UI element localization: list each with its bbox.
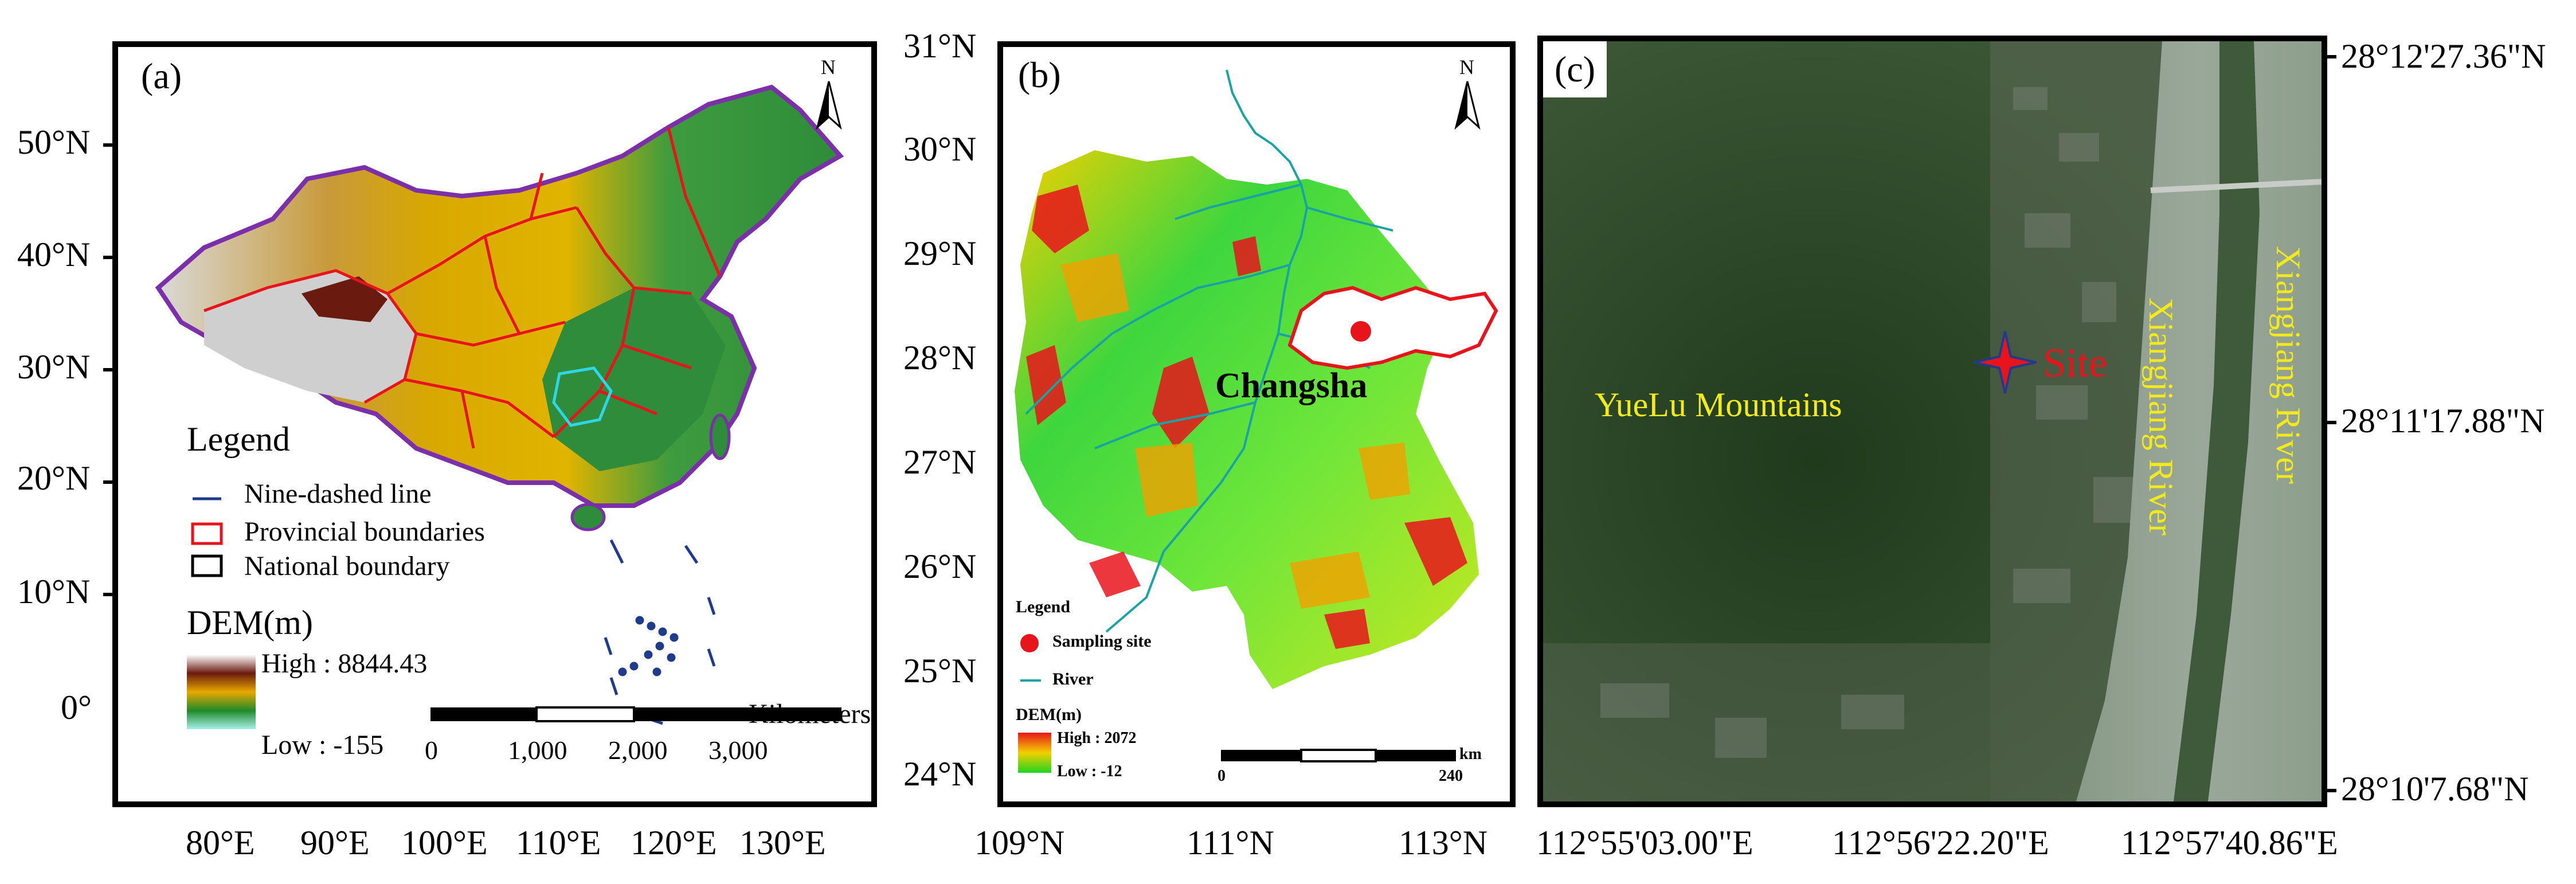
a-lon-100: 100°E — [401, 824, 488, 862]
north-label: N — [821, 56, 836, 79]
a-lon-120: 120°E — [631, 824, 717, 862]
scale-tick-0: 0 — [425, 736, 438, 765]
a-lat-40: 40°N — [17, 236, 91, 273]
legend-item-national: National boundary — [244, 551, 450, 581]
scale-unit: Kilometers — [749, 699, 871, 729]
b-lat-26: 26°N — [903, 547, 977, 585]
hunan-dem-map — [1015, 69, 1498, 773]
hunan-landmass — [1015, 150, 1479, 689]
b-lon-109: 109°N — [974, 824, 1065, 862]
a-lat-50: 50°N — [17, 123, 91, 161]
yuelu-mountains-label: YueLu Mountains — [1595, 386, 1842, 424]
scale-tick-2000: 2,000 — [608, 736, 668, 765]
scale-b-240: 240 — [1439, 767, 1463, 785]
b-lat-29: 29°N — [903, 234, 977, 272]
scale-b-0: 0 — [1217, 767, 1226, 785]
dem-title: DEM(m) — [187, 604, 313, 642]
sampling-site-marker — [1350, 321, 1371, 342]
china-dem-map — [155, 81, 844, 729]
a-lat-30: 30°N — [17, 348, 91, 386]
b-lon-111: 111°N — [1187, 824, 1274, 862]
changsha-boundary — [1287, 285, 1498, 370]
dem-color-ramp — [187, 655, 256, 729]
legend-item-nine-dashed: Nine-dashed line — [244, 479, 432, 509]
xiangjiang-river — [2076, 41, 2321, 801]
dem-color-ramp-b — [1018, 733, 1051, 773]
legend-title: Legend — [187, 420, 290, 458]
panel-b-hunan-map: (b) N Changsha Legend Sampling site Rive… — [997, 41, 1516, 807]
c-lon-mid: 112°56'22.20"E — [1832, 824, 2049, 862]
b-lat-31: 31°N — [903, 27, 977, 65]
north-arrow-b — [1454, 81, 1481, 130]
site-marker — [1974, 331, 2037, 394]
legend-item-provincial: Provincial boundaries — [244, 517, 485, 547]
b-lat-28: 28°N — [903, 339, 977, 377]
changsha-label: Changsha — [1215, 366, 1368, 405]
b-lat-24: 24°N — [903, 755, 977, 793]
panel-c-tag: (c) — [1543, 41, 1607, 97]
panel-b-tag: (b) — [1018, 54, 1061, 95]
c-lon-left: 112°55'03.00"E — [1536, 824, 1753, 862]
north-label-b: N — [1459, 56, 1474, 79]
scale-tick-1000: 1,000 — [508, 736, 567, 765]
river-label-2: Xiangjiang River — [2269, 246, 2307, 484]
legend-sampling-site: Sampling site — [1052, 632, 1152, 651]
river-label-1: Xiangjiang River — [2142, 298, 2180, 535]
a-lon-80: 80°E — [186, 824, 255, 862]
dem-title-b: DEM(m) — [1016, 705, 1082, 724]
b-lat-30: 30°N — [903, 130, 977, 168]
b-lat-27: 27°N — [903, 443, 977, 481]
a-lat-10: 10°N — [17, 573, 91, 611]
a-lon-110: 110°E — [516, 824, 601, 862]
c-lat-bot: 28°10'7.68"N — [2341, 770, 2529, 808]
dem-low-label: Low : -155 — [261, 730, 384, 760]
b-lon-113: 113°N — [1399, 824, 1488, 862]
panel-c-satellite: (c) YueLu Mountains Site Xiangjiang Rive… — [1537, 36, 2327, 807]
b-lat-25: 25°N — [903, 652, 977, 690]
dem-low-b: Low : -12 — [1057, 762, 1122, 780]
satellite-image — [1543, 41, 2321, 801]
c-lat-top: 28°12'27.36"N — [2341, 37, 2546, 75]
scale-b-unit: km — [1459, 745, 1482, 763]
scale-bar — [430, 706, 841, 722]
c-lon-right: 112°57'40.86"E — [2121, 824, 2338, 862]
hunan-province-outline — [552, 366, 613, 427]
legend-river: River — [1052, 670, 1094, 689]
nine-dashed-line — [604, 539, 716, 725]
panel-a-china-map: (a) N Legend Nine-dashed line Provincial… — [112, 41, 877, 807]
a-lon-90: 90°E — [300, 824, 370, 862]
a-lat-20: 20°N — [17, 459, 91, 497]
scale-tick-3000: 3,000 — [708, 736, 768, 765]
dem-high-label: High : 8844.43 — [261, 648, 428, 679]
c-lat-mid: 28°11'17.88"N — [2341, 402, 2545, 440]
a-lat-0: 0° — [61, 689, 92, 726]
panel-a-tag: (a) — [141, 56, 182, 96]
dem-high-b: High : 2072 — [1057, 729, 1137, 747]
legend-title-b: Legend — [1016, 597, 1071, 616]
north-arrow — [816, 81, 842, 130]
scale-bar-b — [1221, 749, 1456, 762]
a-lon-130: 130°E — [739, 824, 826, 862]
site-label: Site — [2043, 340, 2108, 386]
